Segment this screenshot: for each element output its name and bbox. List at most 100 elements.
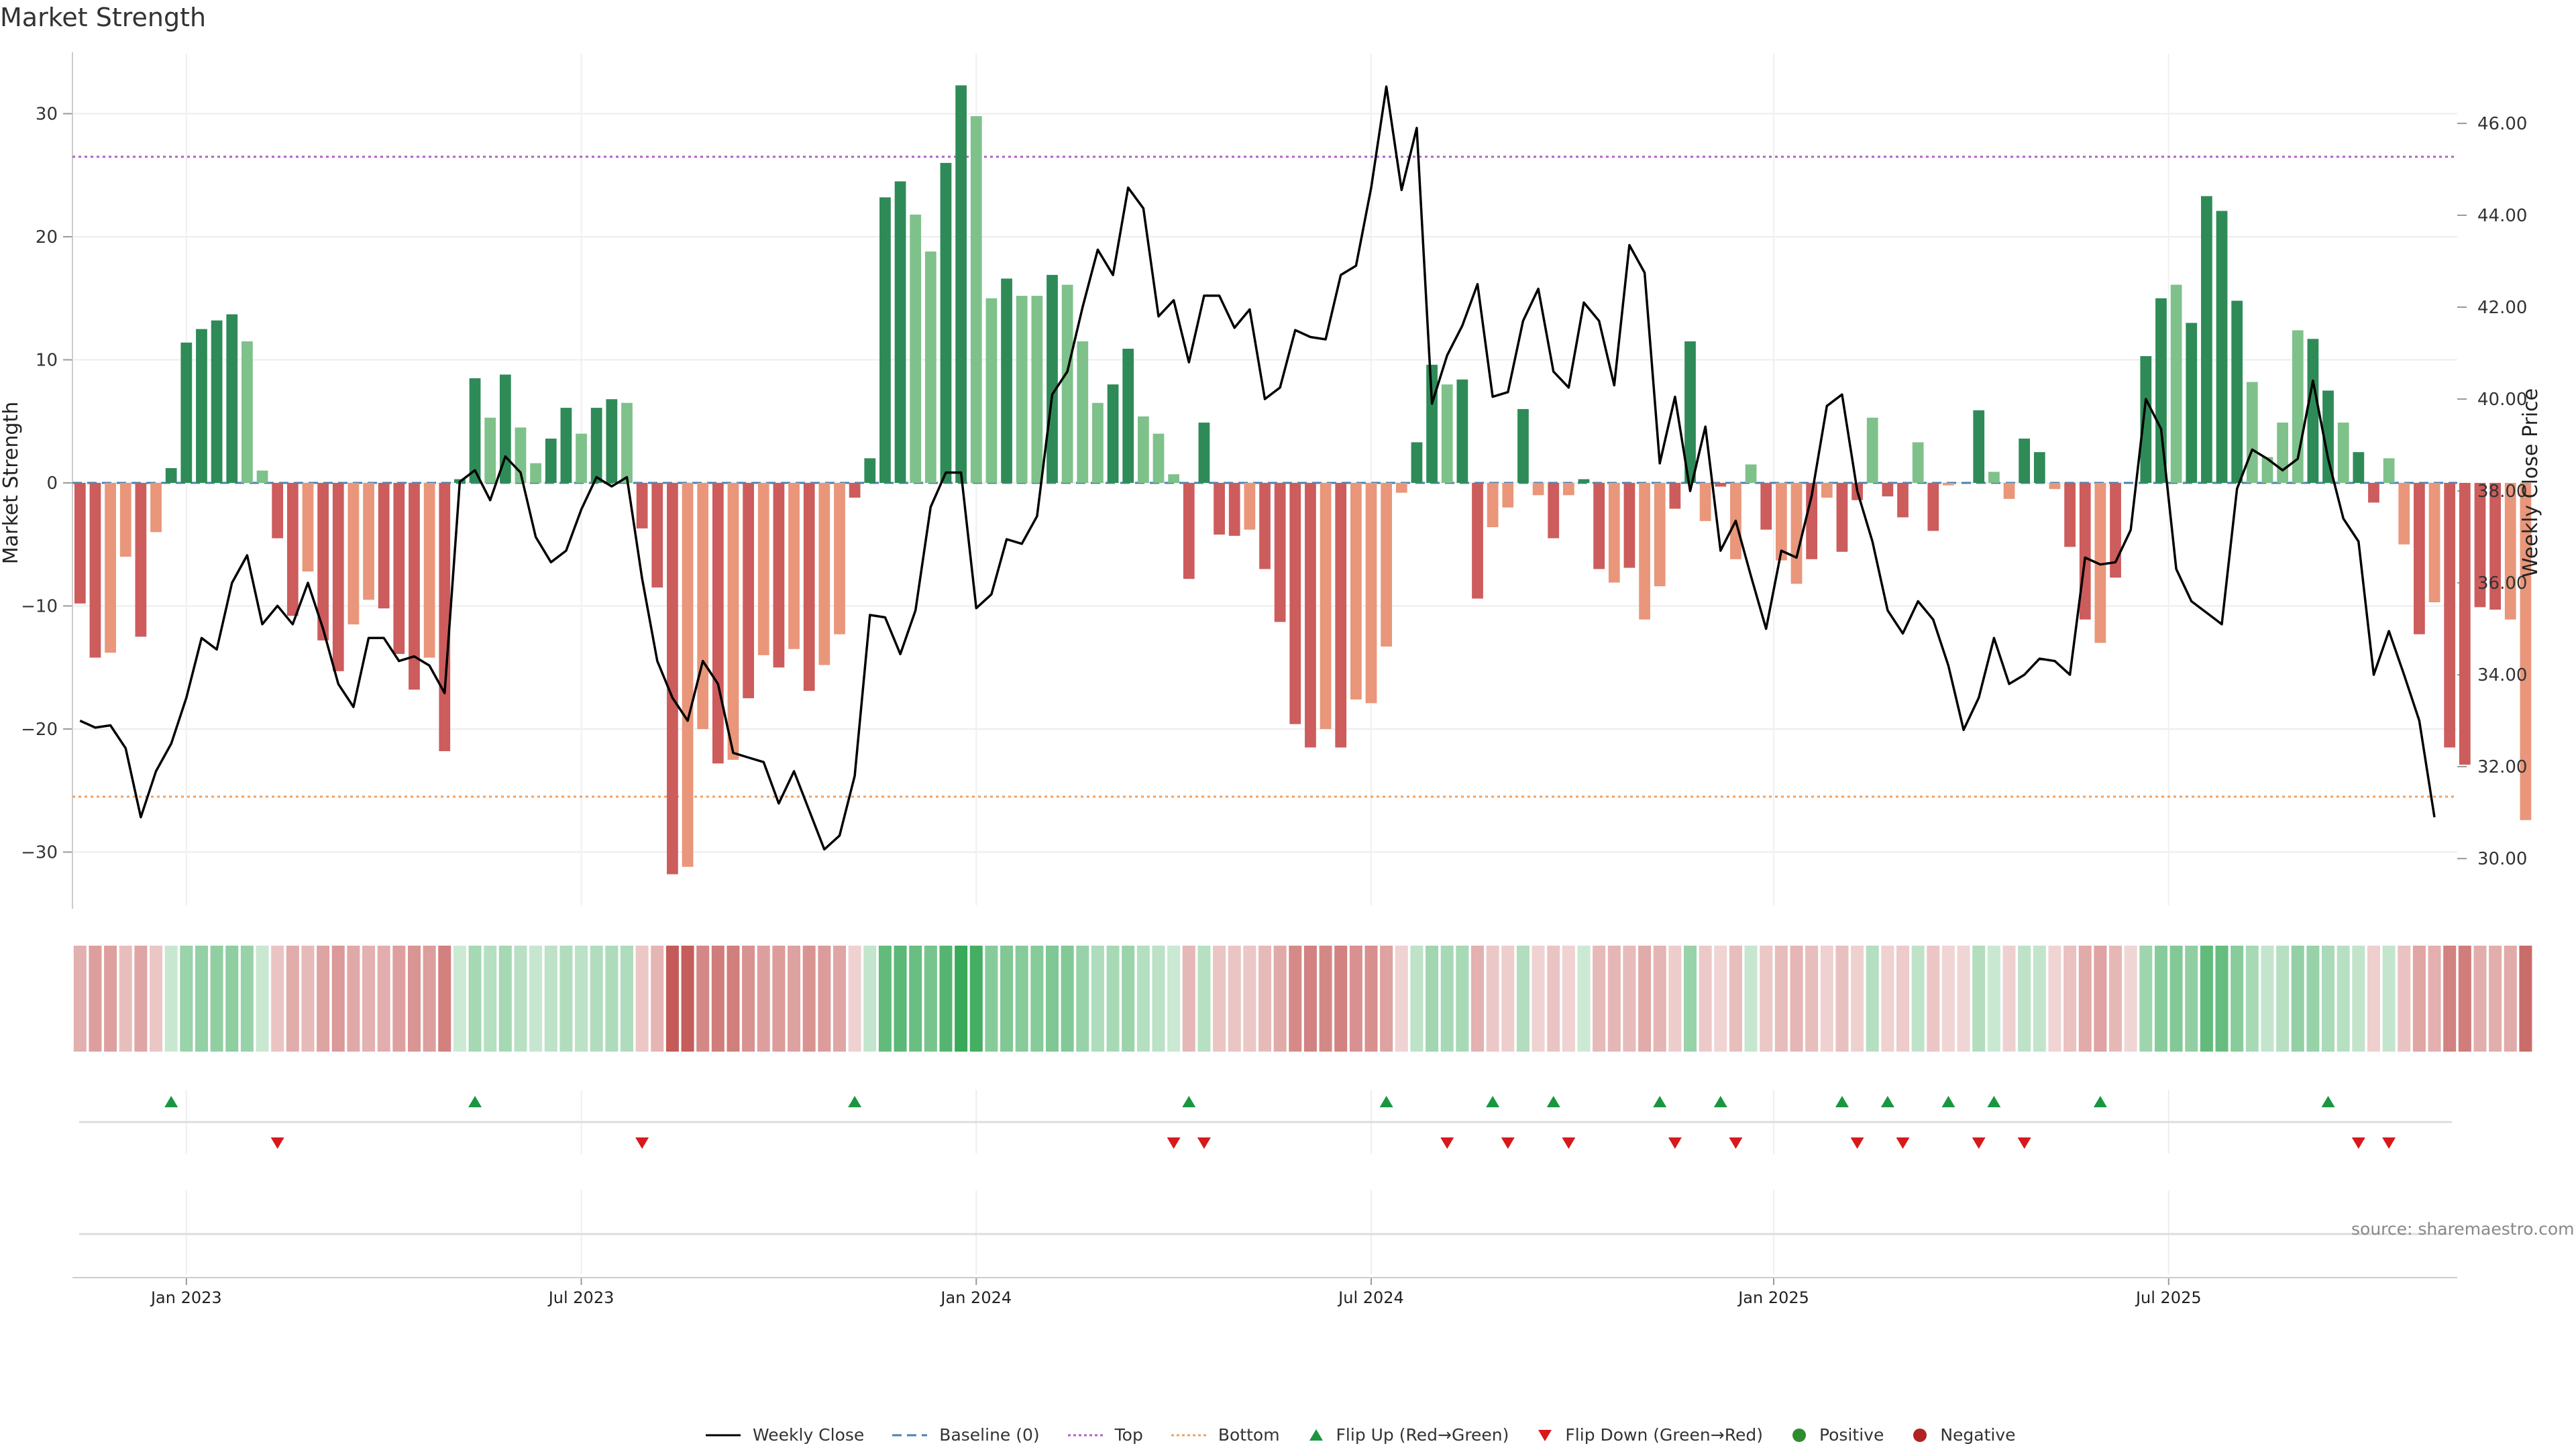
strength-bar xyxy=(1927,483,1939,531)
heat-cell xyxy=(1273,946,1287,1052)
y-tick-label: 30 xyxy=(36,105,58,125)
strength-bar xyxy=(2353,452,2365,483)
strength-bar xyxy=(1487,483,1499,528)
flip-markers xyxy=(79,1096,2452,1235)
strength-bar xyxy=(1274,483,1286,622)
heat-cell xyxy=(833,946,846,1052)
legend-label: Weekly Close xyxy=(753,1425,865,1445)
legend-item: Baseline (0) xyxy=(891,1425,1040,1445)
heat-cell xyxy=(1045,946,1059,1052)
heat-cell xyxy=(104,946,117,1052)
heat-cell xyxy=(1349,946,1362,1052)
legend-item: Top xyxy=(1067,1425,1143,1445)
strength-bar xyxy=(226,314,238,483)
heat-cell xyxy=(681,946,694,1052)
strength-bar xyxy=(757,483,769,655)
legend-label: Negative xyxy=(1940,1425,2016,1445)
heat-cell xyxy=(2048,946,2061,1052)
heat-cell xyxy=(757,946,770,1052)
strength-bar xyxy=(2428,483,2440,602)
heat-cell xyxy=(909,946,922,1052)
grid-layer xyxy=(72,54,2457,1274)
heat-cell xyxy=(1987,946,2000,1052)
heat-cell xyxy=(2245,946,2259,1052)
heat-cell xyxy=(286,946,299,1052)
y-tick-label: −20 xyxy=(21,720,58,740)
strength-bar xyxy=(1395,483,1407,493)
strength-bar xyxy=(1866,417,1878,483)
flip-down-marker xyxy=(635,1137,649,1149)
flip-up-marker xyxy=(1835,1096,1849,1107)
strength-bar xyxy=(1350,483,1362,700)
heat-cell xyxy=(2215,946,2229,1052)
strength-bar xyxy=(621,402,633,483)
heat-cell xyxy=(514,946,527,1052)
source-note: source: sharemaestro.com xyxy=(2351,1219,2575,1239)
strength-bar xyxy=(1548,483,1560,539)
heat-cell xyxy=(1364,946,1378,1052)
heat-cell xyxy=(1380,946,1393,1052)
strength-bar xyxy=(1335,483,1347,748)
strength-bar xyxy=(1715,483,1727,487)
y2-tick-label: 40.00 xyxy=(2477,390,2527,410)
strength-bar xyxy=(1897,483,1909,518)
strength-bar xyxy=(712,483,724,764)
heat-cell xyxy=(1623,946,1636,1052)
strength-bar xyxy=(2019,438,2031,483)
strength-bar xyxy=(1320,483,1332,729)
strength-bar xyxy=(1988,471,2000,483)
heat-cell xyxy=(1668,946,1682,1052)
heat-cell xyxy=(818,946,831,1052)
flip-down-marker xyxy=(1167,1137,1181,1149)
heat-cell xyxy=(1000,946,1014,1052)
strength-bar xyxy=(1168,474,1180,483)
strength-bar xyxy=(2246,382,2258,483)
strength-bar xyxy=(2049,483,2061,490)
heat-cell xyxy=(2063,946,2077,1052)
heat-cell xyxy=(1532,946,1545,1052)
flip-down-marker xyxy=(1850,1137,1864,1149)
heat-cell xyxy=(1167,946,1181,1052)
flip-down-marker xyxy=(2017,1137,2031,1149)
heat-cell xyxy=(2078,946,2092,1052)
strength-bar xyxy=(1790,483,1803,584)
strength-bar xyxy=(2368,483,2379,503)
heat-cell xyxy=(665,946,679,1052)
strength-bar xyxy=(1699,483,1711,521)
strength-bar xyxy=(940,162,952,483)
heat-cell xyxy=(1516,946,1529,1052)
heat-cell xyxy=(2185,946,2198,1052)
heat-cell xyxy=(1197,946,1211,1052)
flip-up-marker xyxy=(1653,1096,1667,1107)
strength-bar xyxy=(1502,483,1514,508)
strength-bar xyxy=(317,483,329,640)
heat-cell xyxy=(1927,946,1940,1052)
heat-cell xyxy=(1228,946,1241,1052)
heat-cell xyxy=(590,946,603,1052)
strength-bar xyxy=(1669,483,1681,509)
strength-bar xyxy=(2444,483,2456,748)
strength-bar xyxy=(2064,483,2076,547)
flip-down-marker xyxy=(1562,1137,1576,1149)
strength-bar xyxy=(2489,483,2501,610)
flip-down-marker xyxy=(1729,1137,1743,1149)
heat-cell xyxy=(1030,946,1044,1052)
strength-bar xyxy=(894,181,906,483)
y-tick-label: 20 xyxy=(36,227,58,247)
strength-bar xyxy=(363,483,374,600)
flip-up-marker xyxy=(1713,1096,1727,1107)
strength-bar xyxy=(1092,402,1104,483)
strength-bar xyxy=(1016,296,1028,483)
strength-bar xyxy=(1122,348,1134,483)
heat-cell xyxy=(1774,946,1788,1052)
y2-tick-label: 30.00 xyxy=(2477,849,2527,869)
strength-bar xyxy=(1623,483,1635,568)
strength-bar xyxy=(1806,483,1818,559)
y2-tick-label: 38.00 xyxy=(2477,482,2527,502)
heat-cell xyxy=(2002,946,2016,1052)
x-tick-label: Jul 2023 xyxy=(547,1288,614,1307)
x-tick-label: Jul 2025 xyxy=(2135,1288,2202,1307)
heat-cell xyxy=(575,946,588,1052)
strength-bar xyxy=(1836,483,1848,552)
